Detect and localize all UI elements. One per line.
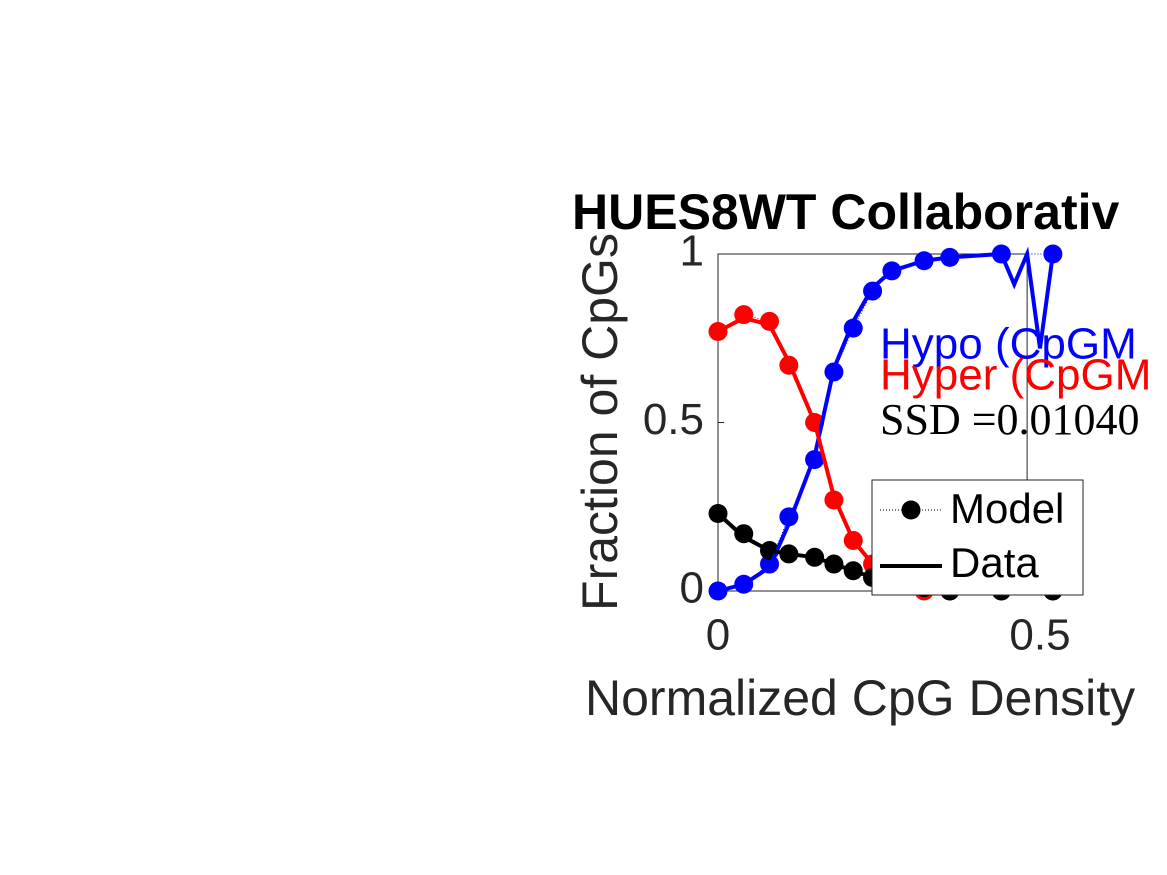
x-tick-label: 0 xyxy=(706,611,730,660)
data-line xyxy=(717,246,1055,593)
y-tick-label: 0 xyxy=(680,564,704,613)
y-axis-label: Fraction of CpGs xyxy=(572,233,628,611)
legend-label: Model xyxy=(950,485,1064,532)
x-axis-label: Normalized CpG Density xyxy=(585,670,1135,726)
model-point xyxy=(760,311,780,331)
legend-model-marker xyxy=(901,500,921,520)
y-tick-label: 1 xyxy=(680,227,704,276)
annotation: Hypo (CpGM xyxy=(880,320,1137,369)
y-tick-label: 0.5 xyxy=(643,395,704,444)
annotation: SSD =0.01040 xyxy=(880,395,1140,444)
annotation: Hyper (CpGM xyxy=(880,351,1151,400)
legend-label: Data xyxy=(950,539,1039,586)
legend-box xyxy=(871,479,1084,596)
x-tick-label: 0.5 xyxy=(1009,611,1070,660)
chart-title: HUES8WT Collaborativ xyxy=(572,184,1119,240)
